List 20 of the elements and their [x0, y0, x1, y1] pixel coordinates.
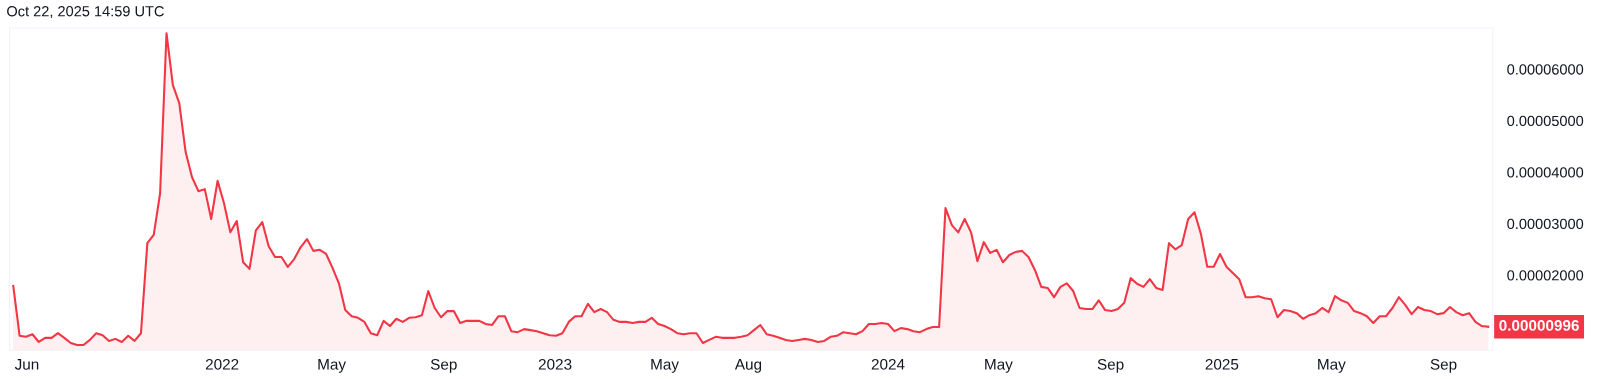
- text: Oct 22, 2025 14:59 UTC: [7, 6, 164, 19]
- x-tick-label: 2022: [205, 358, 239, 370]
- y-tick-label: 0.00003000: [1507, 218, 1584, 230]
- y-tick-label: 0.00005000: [1507, 115, 1584, 127]
- annotation: 0.00000996: [1499, 320, 1579, 331]
- y-tick-label: 0.00004000: [1507, 167, 1584, 178]
- x-tick-label: May: [985, 359, 1013, 373]
- x-tick-label: May: [318, 359, 346, 373]
- x-tick-label: Sep: [1430, 358, 1457, 373]
- x-tick-label: Sep: [1097, 358, 1124, 373]
- x-tick-label: May: [1318, 359, 1346, 373]
- x-tick-label: May: [651, 359, 679, 373]
- y-tick-label: 0.00002000: [1507, 270, 1584, 281]
- x-tick-label: 2024: [871, 358, 905, 370]
- y-tick-label: 0.00006000: [1507, 64, 1584, 75]
- x-tick-label: Aug: [734, 359, 762, 373]
- x-tick-label: 2025: [1205, 358, 1239, 370]
- x-tick-label: 2023: [538, 358, 572, 370]
- x-tick-label: Jun: [14, 359, 39, 370]
- x-tick-label: Sep: [430, 358, 457, 373]
